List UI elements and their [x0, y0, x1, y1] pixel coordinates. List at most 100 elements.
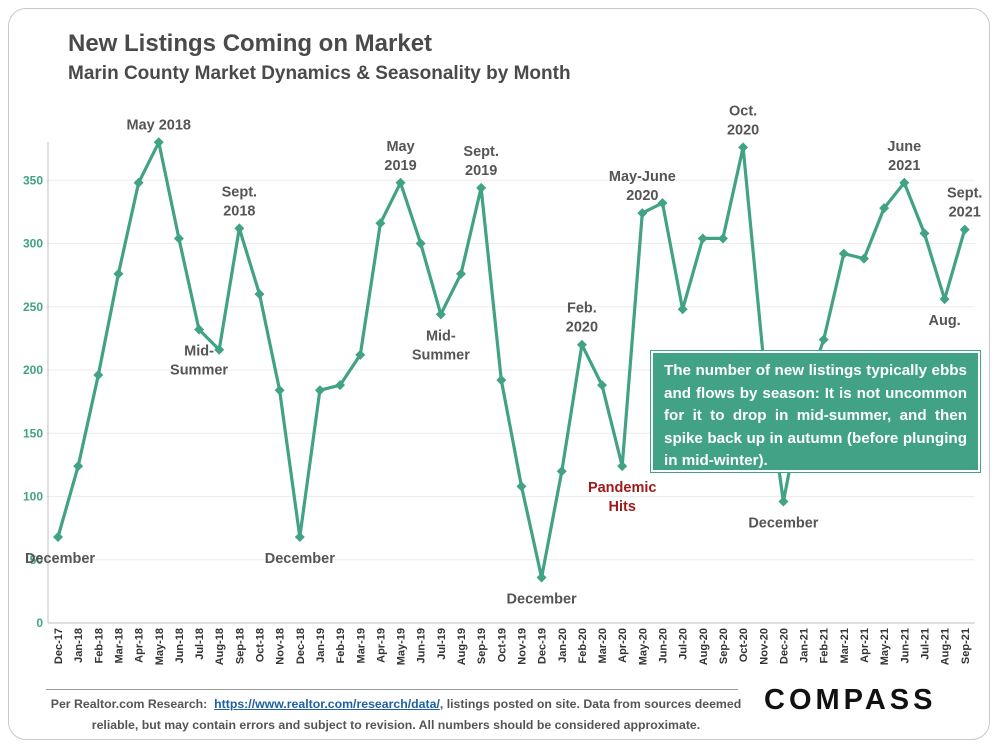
annotation-label: December: [748, 516, 818, 532]
data-point: [516, 481, 527, 492]
annotation-label: Sept.: [947, 186, 982, 202]
y-tick-label: 350: [23, 173, 43, 187]
annotation-label: Mid-: [426, 328, 456, 344]
source-link[interactable]: https://www.realtor.com/research/data/: [214, 697, 440, 711]
x-tick-label: Aug-19: [456, 628, 468, 665]
data-point: [637, 208, 648, 219]
x-tick-label: Dec-17: [53, 628, 65, 664]
data-point: [536, 572, 547, 583]
data-point: [677, 304, 688, 315]
x-tick-label: Dec-19: [537, 628, 549, 664]
annotation-label: 2018: [223, 203, 255, 219]
data-point: [234, 223, 245, 234]
annotation-label: Oct.: [729, 103, 757, 119]
annotation-label: Aug.: [928, 313, 960, 329]
annotation-label: June: [887, 139, 921, 155]
annotation-label: Sept.: [463, 144, 498, 160]
annotation-label: Summer: [412, 347, 470, 363]
x-tick-label: Apr-18: [134, 628, 146, 663]
annotation-label: May: [386, 139, 414, 155]
data-point: [395, 177, 406, 188]
data-point: [274, 385, 285, 396]
annotation-label: Sept.: [222, 184, 257, 200]
annotation-label: December: [265, 551, 335, 567]
x-tick-label: Apr-19: [375, 628, 387, 663]
x-tick-label: Sep-18: [234, 628, 246, 664]
x-tick-label: Jul-21: [919, 628, 931, 660]
chart-subtitle: Marin County Market Dynamics & Seasonali…: [68, 63, 571, 84]
x-tick-label: Feb-20: [577, 628, 589, 663]
chart-frame: [8, 8, 990, 740]
x-tick-label: Dec-18: [295, 628, 307, 664]
y-tick-label: 250: [23, 300, 43, 314]
annotation-label: 2019: [465, 163, 497, 179]
x-tick-label: Jan-21: [799, 628, 811, 663]
x-tick-label: Sep-21: [960, 628, 972, 664]
data-point: [697, 233, 708, 244]
data-point: [838, 248, 849, 259]
x-tick-label: May-19: [396, 628, 408, 665]
annotation-label: 2019: [384, 158, 416, 174]
data-point: [153, 137, 164, 148]
x-tick-label: Nov-19: [516, 628, 528, 665]
x-tick-label: Mar-20: [597, 628, 609, 663]
data-point: [314, 385, 325, 396]
data-point: [859, 253, 869, 264]
x-tick-label: Feb-18: [93, 628, 105, 663]
data-point: [919, 228, 930, 239]
annotation-label: 2020: [626, 188, 658, 204]
annotation-label: Summer: [170, 363, 228, 379]
data-point: [617, 461, 628, 472]
annotation-label: 2021: [949, 205, 981, 221]
x-tick-label: Nov-20: [758, 628, 770, 665]
data-point: [214, 344, 225, 355]
data-point: [576, 339, 587, 350]
callout-box: The number of new listings typically ebb…: [651, 351, 980, 472]
x-tick-label: Jun-19: [416, 628, 428, 663]
data-point: [939, 294, 950, 305]
x-tick-label: Apr-21: [859, 628, 871, 663]
data-point: [717, 233, 728, 244]
annotation-label: December: [25, 551, 95, 567]
annotation-label: 2020: [566, 320, 598, 336]
x-tick-label: Apr-20: [617, 628, 629, 663]
x-tick-label: Jun-21: [899, 628, 911, 663]
annotation-label: Feb.: [567, 301, 597, 317]
annotation-label: Mid-: [184, 344, 214, 360]
data-point: [456, 268, 466, 279]
data-point: [194, 324, 205, 335]
source-prefix: Per Realtor.com Research:: [50, 697, 208, 711]
x-tick-label: May-20: [637, 628, 649, 665]
data-point: [133, 177, 144, 188]
data-point: [73, 461, 84, 472]
x-tick-label: Jun-18: [174, 628, 186, 663]
data-point: [959, 224, 970, 235]
y-tick-label: 150: [23, 426, 43, 440]
x-tick-label: Mar-19: [355, 628, 367, 663]
x-tick-label: Jul-18: [194, 628, 206, 660]
data-point: [778, 496, 789, 507]
data-point: [113, 268, 124, 279]
x-tick-label: Mar-18: [113, 628, 125, 663]
data-point: [294, 531, 305, 542]
data-point: [879, 203, 890, 214]
y-tick-label: 300: [23, 237, 43, 251]
annotation-label: May 2018: [127, 117, 192, 133]
x-tick-label: Feb-19: [335, 628, 347, 663]
x-tick-label: Jan-19: [315, 628, 327, 663]
x-tick-label: Feb-21: [819, 628, 831, 663]
data-point: [556, 466, 567, 477]
x-tick-label: Sep-20: [718, 628, 730, 664]
x-tick-label: Mar-21: [839, 628, 851, 663]
compass-logo: COMPASS: [764, 684, 937, 716]
annotation-label: Pandemic: [588, 480, 657, 496]
x-tick-label: Dec-20: [778, 628, 790, 664]
source-suffix: , listings posted on site. Data from sou…: [91, 697, 742, 732]
x-tick-label: Jan-18: [73, 628, 85, 663]
data-point: [818, 334, 829, 345]
x-tick-label: Oct-20: [738, 628, 750, 662]
y-tick-label: 100: [23, 490, 43, 504]
footer-divider: [46, 689, 738, 690]
annotation-label: May-June: [609, 169, 676, 185]
x-tick-label: Sep-19: [476, 628, 488, 664]
